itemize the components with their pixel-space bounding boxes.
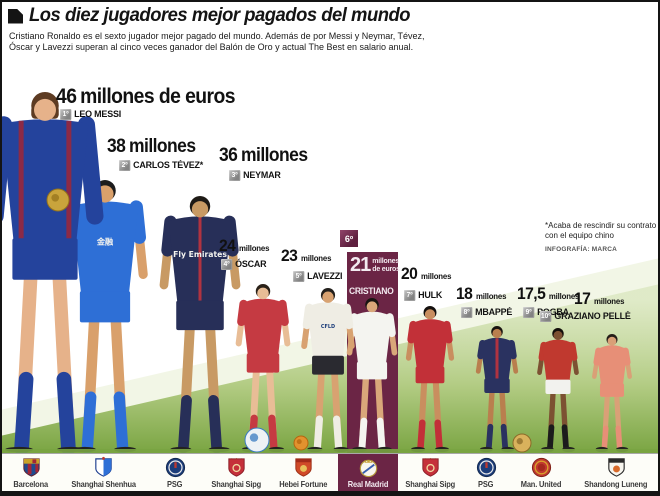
player-figure-leo-messi	[0, 92, 104, 456]
football-icon	[244, 427, 270, 453]
club-name: PSG	[167, 479, 183, 489]
player-figure-oscar	[235, 284, 291, 453]
club-crest-sipg-icon	[228, 457, 245, 477]
frame-border	[0, 0, 660, 2]
club-crest-hebei-icon	[294, 458, 312, 477]
subtitle: Cristiano Ronaldo es el sexto jugador me…	[9, 31, 425, 52]
club-crest-psg-icon	[165, 457, 185, 478]
club-cell-psg: PSG	[462, 454, 510, 491]
frame-border	[0, 0, 2, 496]
club-cell-sipg: Shanghai Sipg	[205, 454, 268, 491]
club-crest-barcelona-icon	[22, 458, 40, 477]
golden-ball-icon	[46, 188, 70, 212]
club-name: Shandong Luneng	[584, 479, 648, 489]
club-name: Shanghai Sipg	[211, 479, 262, 489]
club-cell-manutd: Man. United	[510, 454, 572, 491]
club-crest-shandong-icon	[607, 458, 625, 477]
subtitle-line: Óscar y Lavezzi superan al cinco veces g…	[9, 41, 414, 52]
club-crest-manutd-icon	[531, 457, 551, 478]
club-name: Barcelona	[13, 479, 49, 489]
club-bar: Barcelona Shanghai Shenhua PSG Shanghai Sip…	[0, 453, 660, 491]
club-cell-psg: PSG	[145, 454, 205, 491]
frame-border	[658, 0, 660, 496]
subtitle-line: Cristiano Ronaldo es el sexto jugador me…	[9, 31, 425, 41]
club-crest-psg-icon	[476, 457, 496, 478]
club-cell-barcelona: Barcelona	[0, 454, 62, 491]
club-crest-realmadrid-icon	[359, 459, 377, 478]
club-cell-shenhua: Shanghai Shenhua	[62, 454, 145, 491]
header: Los diez jugadores mejor pagados del mun…	[0, 0, 660, 84]
player-figure-carlos-tevez: 金融	[62, 180, 148, 454]
club-cell-shandong: Shandong Luneng	[572, 454, 660, 491]
page-title: Los diez jugadores mejor pagados del mun…	[29, 5, 411, 26]
shirt-sponsor-text: 金融	[96, 237, 114, 247]
player-figure-mbappe	[475, 326, 519, 453]
club-cell-realmadrid: Real Madrid	[338, 454, 398, 491]
club-name: Shanghai Sipg	[405, 479, 455, 489]
club-crest-sipg-icon	[421, 457, 439, 477]
club-name: PSG	[478, 479, 494, 489]
club-cell-sipg: Shanghai Sipg	[398, 454, 462, 491]
football-icon	[293, 435, 309, 451]
club-name: Shanghai Shenhua	[71, 479, 136, 489]
shirt-sponsor-text: CFLD	[321, 324, 335, 330]
football-icon	[512, 433, 532, 453]
grass-strip	[0, 449, 660, 454]
title-row: Los diez jugadores mejor pagados del mun…	[8, 5, 422, 27]
player-figure-cristiano	[346, 298, 398, 453]
player-figure-hulk	[405, 306, 455, 453]
frame-border	[0, 491, 660, 496]
club-name: Hebei Fortune	[278, 479, 327, 489]
player-figure-neymar: Fly Emirates	[159, 196, 241, 454]
club-name: Real Madrid	[347, 479, 389, 489]
club-crest-shenhua-icon	[95, 456, 112, 477]
club-cell-hebei: Hebei Fortune	[268, 454, 338, 491]
marca-bullet-icon	[8, 8, 23, 24]
club-name: Man. United	[520, 479, 562, 489]
shirt-sponsor-text: Fly Emirates	[173, 250, 227, 259]
